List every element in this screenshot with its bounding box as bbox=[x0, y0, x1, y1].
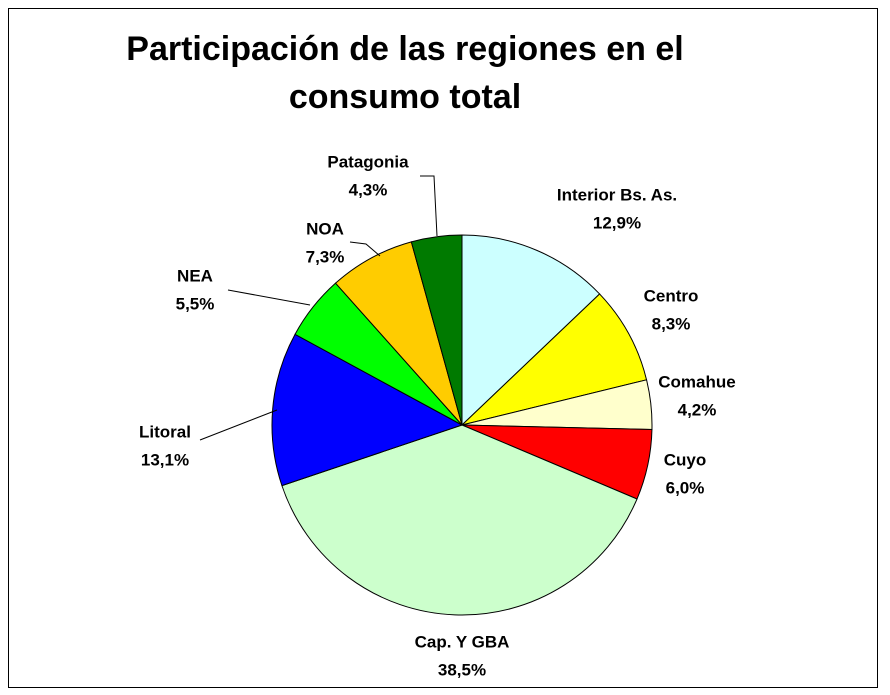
slice-label: Litoral bbox=[139, 422, 191, 441]
leader-line bbox=[199, 409, 278, 441]
slice-label: Interior Bs. As. bbox=[557, 185, 677, 204]
chart-frame bbox=[8, 8, 878, 688]
pie-slice bbox=[271, 333, 464, 487]
pie-slice bbox=[281, 424, 638, 616]
slice-value-label: 12,9% bbox=[593, 213, 641, 232]
slice-label: Centro bbox=[644, 286, 699, 305]
leader-line bbox=[420, 175, 438, 237]
slice-value-label: 38,5% bbox=[438, 660, 486, 679]
pie-slice bbox=[461, 234, 601, 427]
slice-value-label: 4,2% bbox=[678, 400, 717, 419]
pie-slice bbox=[410, 234, 463, 426]
slice-label: Comahue bbox=[658, 372, 735, 391]
slice-value-label: 5,5% bbox=[176, 294, 215, 313]
slice-value-label: 8,3% bbox=[652, 314, 691, 333]
slice-label: NOA bbox=[306, 219, 344, 238]
slice-label: Cap. Y GBA bbox=[415, 632, 510, 651]
leader-line bbox=[227, 289, 311, 306]
chart-title: Participación de las regiones en el cons… bbox=[126, 30, 684, 116]
slice-value-label: 4,3% bbox=[349, 180, 388, 199]
slice-label: NEA bbox=[177, 266, 213, 285]
slice-value-label: 7,3% bbox=[306, 247, 345, 266]
slice-label: Patagonia bbox=[327, 152, 409, 171]
slice-value-label: 13,1% bbox=[141, 450, 189, 469]
slice-label: Cuyo bbox=[664, 450, 707, 469]
slice-value-label: 6,0% bbox=[666, 478, 705, 497]
leader-line bbox=[349, 241, 381, 257]
pie-slice bbox=[460, 293, 648, 426]
